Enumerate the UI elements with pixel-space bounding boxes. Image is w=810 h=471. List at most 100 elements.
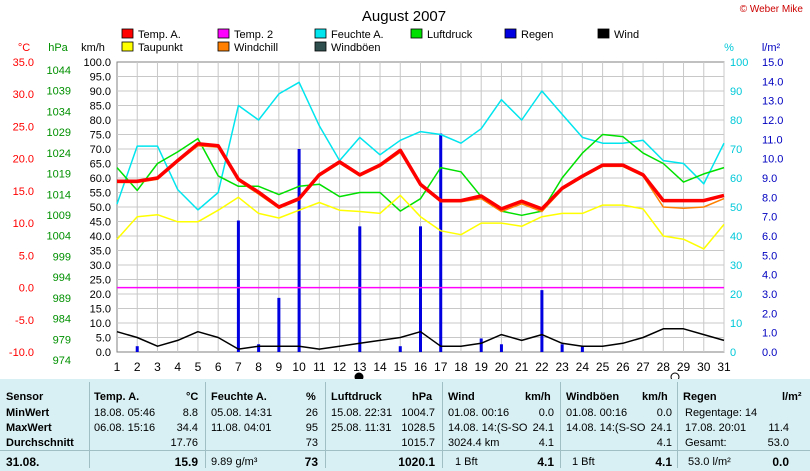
tick-label-kmh: 95.0: [90, 72, 111, 84]
rain-month-value: 53.0 l/m²: [688, 456, 731, 468]
series-line-temp-a: [117, 142, 725, 211]
tick-label-percent: 10: [730, 318, 742, 330]
tick-label-day: 3: [154, 360, 161, 374]
tick-label-kmh: 20.0: [90, 289, 111, 301]
rain-bar: [419, 226, 422, 352]
rain-bar: [135, 346, 139, 352]
humidity-min-time: 05.08. 14:31: [211, 407, 273, 419]
new-moon-icon: [354, 372, 364, 380]
chart-title: August 2007: [362, 8, 446, 25]
tick-label-kmh: 65.0: [90, 159, 111, 171]
tick-label-celsius: 20.0: [13, 154, 34, 166]
unit-label-hpa: hPa: [48, 42, 68, 54]
temp-max-time: 06.08. 15:16: [94, 422, 156, 434]
tick-label-kmh: 40.0: [90, 231, 111, 243]
row-label-avg: Durchschnitt: [6, 437, 74, 449]
axis-unit-labels: °C hPa km/h% l/m²: [18, 42, 781, 54]
temp-min-time: 18.08. 05:46: [94, 407, 156, 419]
tick-label-rain: 15.0: [762, 57, 783, 69]
tick-label-day: 19: [475, 360, 489, 374]
header-wind: Wind: [448, 391, 475, 403]
tick-label-celsius: 35.0: [13, 57, 34, 69]
rain-bar: [297, 149, 301, 352]
rain-bar: [277, 297, 281, 352]
wind-min-value: 0.0: [538, 407, 554, 419]
tick-label-hpa: 984: [53, 314, 71, 326]
wind-max-time: 14.08. 14:(S-SO: [448, 422, 528, 434]
gust-min-value: 0.0: [656, 407, 672, 419]
rain-bar: [257, 344, 261, 352]
tick-label-rain: 4.0: [762, 270, 777, 282]
tick-label-day: 15: [394, 360, 408, 374]
tick-label-percent: 40: [730, 231, 742, 243]
tick-label-kmh: 25.0: [90, 275, 111, 287]
tick-label-day: 5: [195, 360, 202, 374]
legend-swatch: [597, 28, 610, 39]
legend-label: Temp. 2: [234, 29, 273, 41]
header-wind-unit: km/h: [525, 391, 551, 403]
tick-label-hpa: 979: [53, 334, 71, 346]
rain-bar: [580, 346, 584, 352]
rain-bar: [439, 133, 443, 352]
header-temp: Temp. A.: [94, 391, 140, 403]
tick-label-day: 8: [255, 360, 262, 374]
legend-label: Windböen: [331, 42, 381, 54]
moon-markers: [354, 372, 680, 380]
tick-label-day: 13: [353, 360, 367, 374]
tick-label-kmh: 10.0: [90, 318, 111, 330]
tick-label-day: 23: [555, 360, 569, 374]
row-label-date: 31.08.: [6, 455, 40, 469]
humidity-absolute-value: 9.89 g/m³: [211, 456, 258, 468]
tick-label-percent: 0: [730, 347, 736, 359]
tick-label-hpa: 1004: [47, 231, 71, 243]
wind-current-value: 4.1: [537, 455, 554, 469]
rain-total-label: Gesamt:: [685, 437, 727, 449]
rain-days-label: Regentage: 14: [685, 407, 758, 419]
tick-label-kmh: 5.0: [96, 333, 111, 345]
pressure-max-value: 1028.5: [401, 422, 435, 434]
tick-label-percent: 100: [730, 57, 748, 69]
tick-label-kmh: 30.0: [90, 260, 111, 272]
tick-label-day: 14: [373, 360, 387, 374]
header-gust-unit: km/h: [642, 391, 668, 403]
tick-label-celsius: 30.0: [13, 89, 34, 101]
tick-label-kmh: 70.0: [90, 144, 111, 156]
header-sensor: Sensor: [6, 391, 44, 403]
legend-swatch: [504, 28, 517, 39]
tick-label-rain: 12.0: [762, 115, 783, 127]
tick-label-celsius: 25.0: [13, 121, 34, 133]
tick-label-kmh: 100.0: [83, 57, 111, 69]
tick-label-day: 4: [174, 360, 181, 374]
tick-label-percent: 90: [730, 86, 742, 98]
tick-label-kmh: 45.0: [90, 217, 111, 229]
tick-label-percent: 20: [730, 289, 742, 301]
tick-label-day: 30: [697, 360, 711, 374]
tick-label-day: 24: [576, 360, 590, 374]
tick-label-day: 12: [333, 360, 347, 374]
tick-label-day: 11: [313, 360, 326, 374]
wind-distance-value: 3024.4 km: [448, 437, 500, 449]
gust-max-time: 14.08. 14:(S-SO: [566, 422, 646, 434]
wind-min-time: 01.08. 00:16: [448, 407, 510, 419]
tick-label-rain: 2.0: [762, 308, 777, 320]
header-pressure-unit: hPa: [412, 391, 433, 403]
pressure-avg-value: 1015.7: [401, 437, 435, 449]
temp-max-value: 34.4: [176, 422, 198, 434]
tick-label-day: 25: [596, 360, 610, 374]
tick-label-day: 28: [657, 360, 671, 374]
rain-bar: [236, 220, 240, 352]
tick-label-rain: 9.0: [762, 173, 777, 185]
tick-label-celsius: -5.0: [15, 315, 34, 327]
legend-swatch: [121, 28, 134, 39]
tick-label-celsius: 5.0: [19, 250, 34, 262]
tick-label-hpa: 1029: [47, 127, 71, 139]
legend-label: Regen: [521, 29, 553, 41]
rain-bar: [358, 226, 362, 352]
tick-label-kmh: 75.0: [90, 130, 111, 142]
gust-max-value: 24.1: [650, 422, 672, 434]
tick-label-percent: 60: [730, 173, 742, 185]
tick-label-percent: 70: [730, 144, 742, 156]
row-label-max: MaxWert: [6, 422, 52, 434]
tick-label-hpa: 1039: [47, 86, 71, 98]
tick-label-hpa: 1034: [47, 106, 71, 118]
